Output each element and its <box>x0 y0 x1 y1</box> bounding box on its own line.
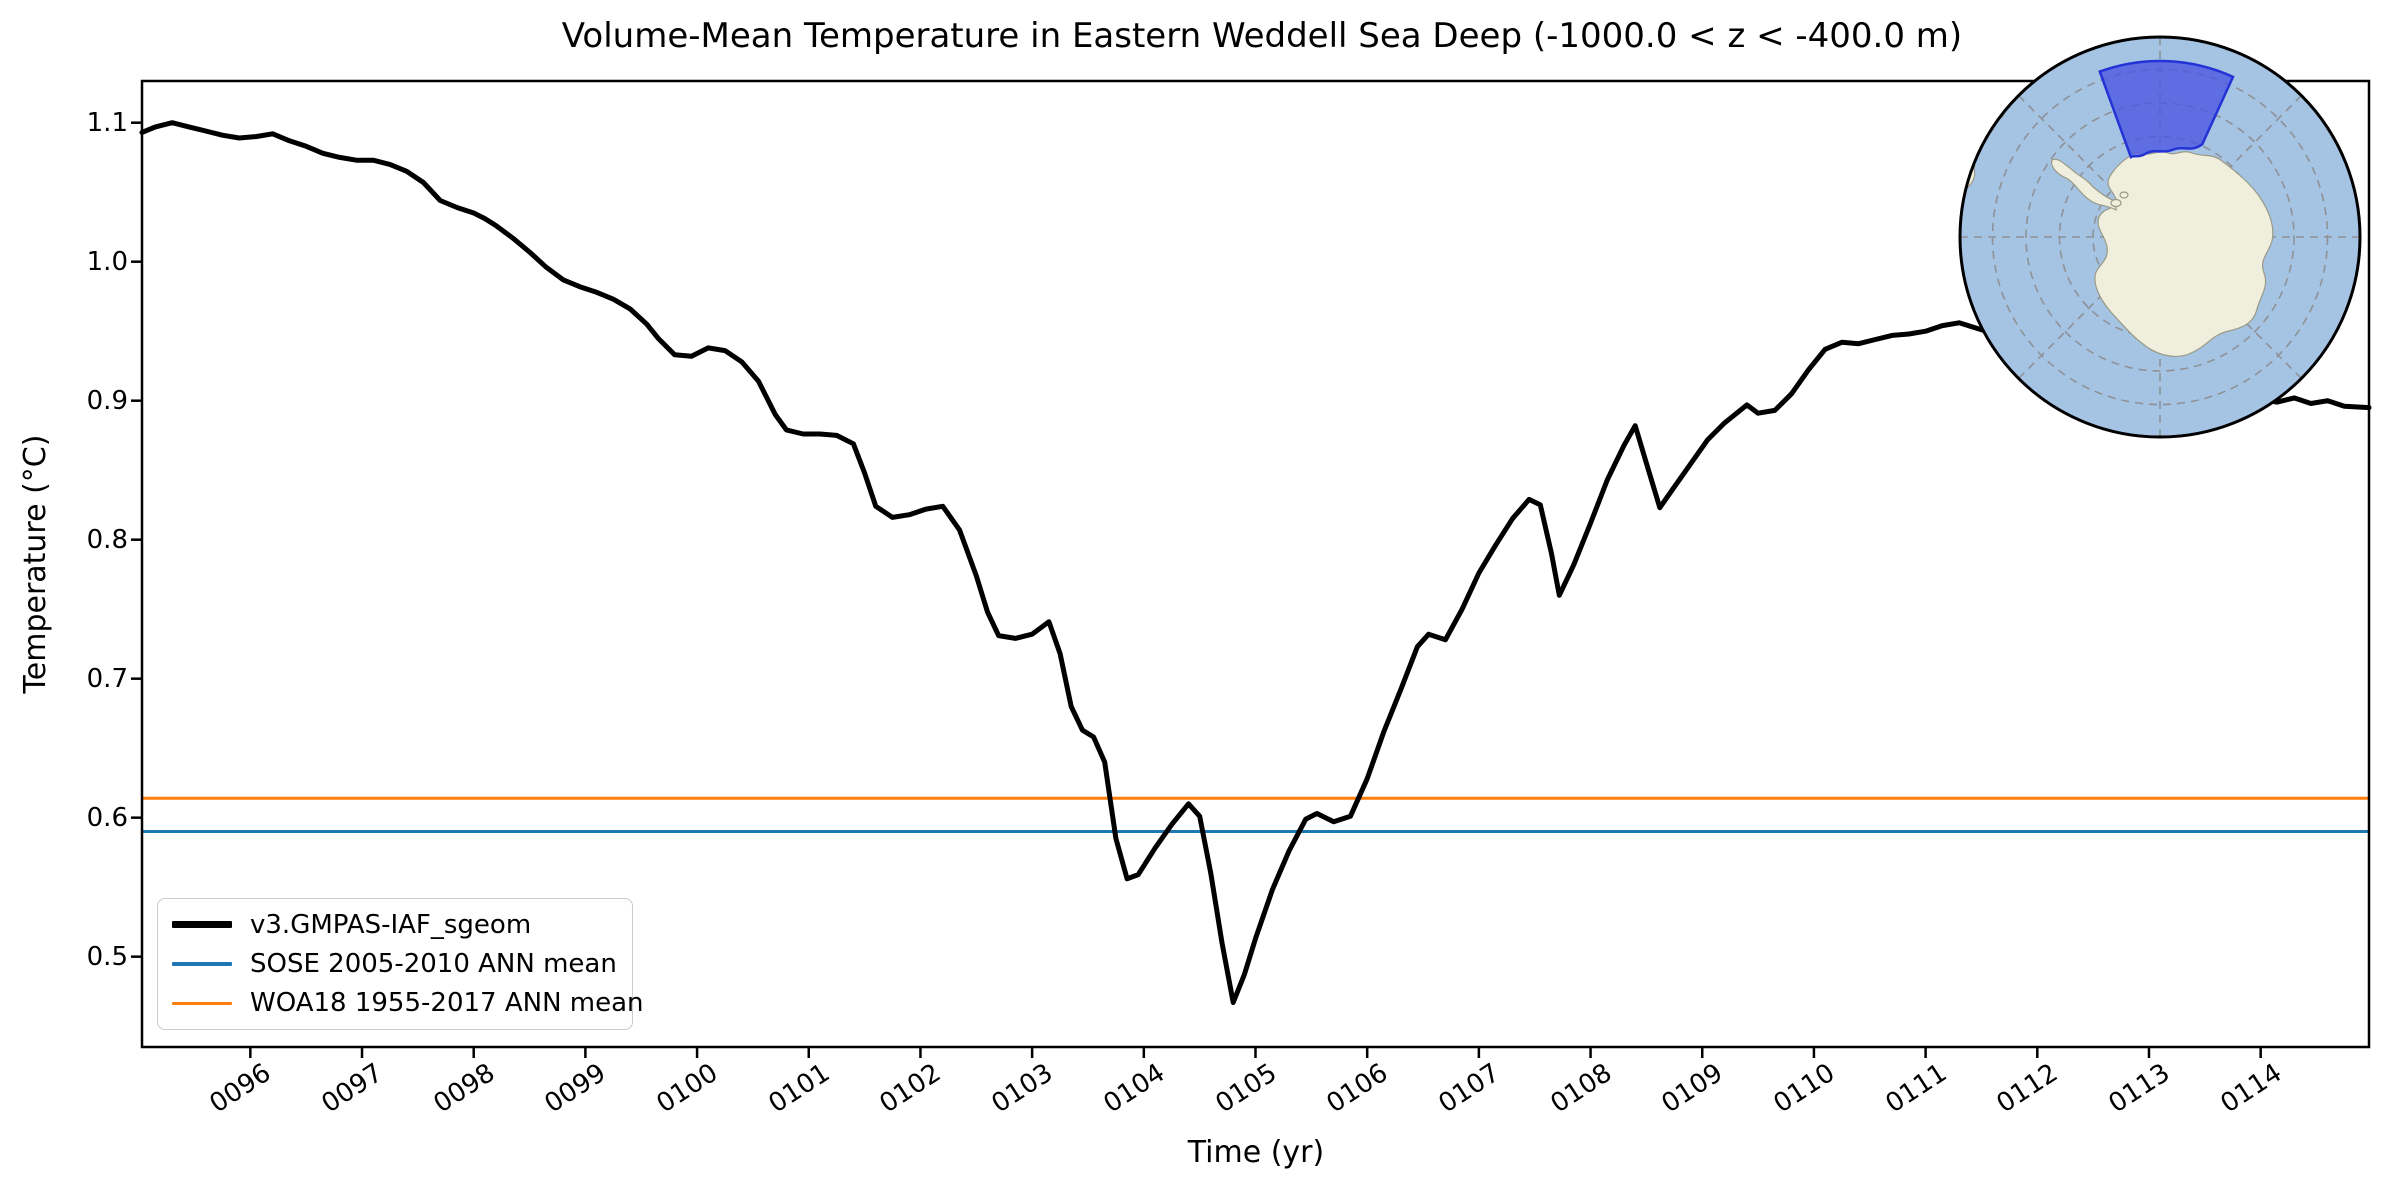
map-border <box>1958 35 2362 439</box>
y-tick-label: 0.9 <box>86 385 128 416</box>
legend-label: SOSE 2005-2010 ANN mean <box>250 948 617 979</box>
data-series-line <box>139 120 2372 1005</box>
islet <box>2119 191 2129 199</box>
y-tick-label: 0.8 <box>86 524 128 555</box>
legend-label: WOA18 1955-2017 ANN mean <box>250 988 644 1019</box>
legend-entry: WOA18 1955-2017 ANN mean <box>158 988 644 1018</box>
legend-entry: v3.GMPAS-IAF_sgeom <box>158 910 632 940</box>
y-tick-label: 0.5 <box>86 941 128 972</box>
legend-line-swatch <box>172 962 232 966</box>
legend-entry: SOSE 2005-2010 ANN mean <box>158 949 632 979</box>
legend-line-swatch <box>172 1001 232 1006</box>
y-tick-label: 1.1 <box>86 107 128 138</box>
antarctic-peninsula <box>2051 158 2117 212</box>
y-tick-label: 0.7 <box>86 663 128 694</box>
y-tick-label: 0.6 <box>86 802 128 833</box>
x-axis-label: Time (yr) <box>1187 1135 1325 1170</box>
y-tick-label: 1.0 <box>86 246 128 277</box>
legend-label: v3.GMPAS-IAF_sgeom <box>250 909 532 940</box>
antarctica-mainland <box>2094 151 2274 357</box>
antarctica-map-inset <box>1958 35 2362 439</box>
legend-line-swatch <box>172 921 232 929</box>
islet <box>2110 198 2122 208</box>
chart-title: Volume-Mean Temperature in Eastern Wedde… <box>561 16 1963 56</box>
highlighted-region-wedge <box>2098 59 2235 160</box>
legend: v3.GMPAS-IAF_sgeom SOSE 2005-2010 ANN mea… <box>157 898 644 1030</box>
